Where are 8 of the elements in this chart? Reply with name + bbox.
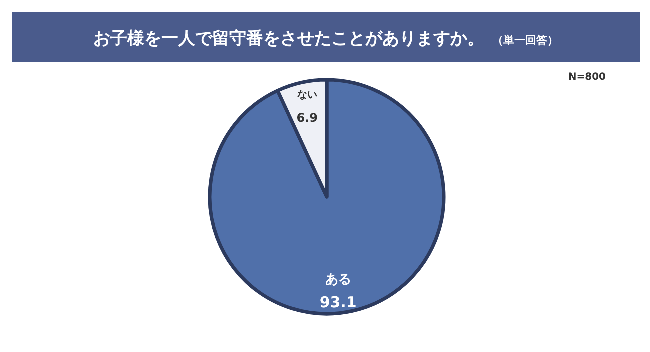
text: N=800	[568, 72, 606, 83]
data-label: 93.1	[320, 293, 357, 312]
slice-label: ある	[325, 272, 352, 288]
slice-label: ない	[297, 90, 318, 101]
data-label: 6.9	[296, 110, 318, 125]
pie-slice	[208, 78, 446, 316]
text: （単一回答）	[492, 34, 558, 47]
chart-title: お子様を一人で留守番をさせたことがありますか。	[94, 29, 484, 49]
